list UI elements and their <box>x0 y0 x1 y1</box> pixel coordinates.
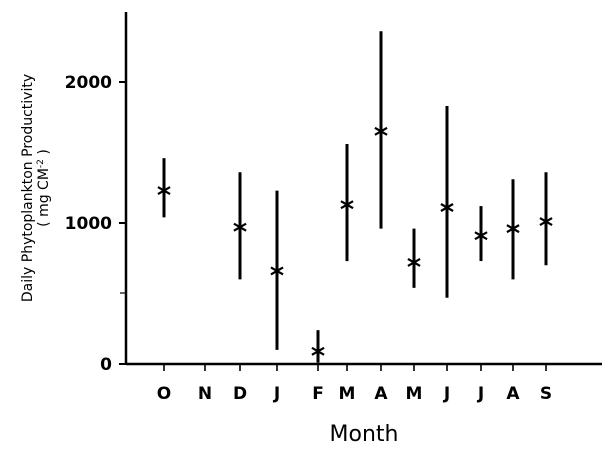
y-tick-label: 1000 <box>65 214 112 234</box>
y-tick-label: 2000 <box>65 73 112 93</box>
marker-stroke <box>407 258 421 267</box>
data-point-marker <box>440 200 454 215</box>
x-tick-label: F <box>312 384 324 404</box>
axes-group <box>120 12 602 366</box>
data-point-marker <box>270 263 284 278</box>
y-axis-unit-superscript: -2 <box>36 159 46 168</box>
x-axis-title: Month <box>330 422 399 447</box>
data-point-marker <box>311 344 325 359</box>
data-point-marker <box>157 183 171 198</box>
x-tick-label: O <box>157 384 171 404</box>
data-point-marker <box>374 124 388 139</box>
marker-stroke <box>340 200 354 210</box>
data-point-marker <box>474 228 488 243</box>
x-tick-label: A <box>506 384 520 404</box>
marker-stroke <box>539 217 553 227</box>
x-tick-label: S <box>540 384 552 404</box>
x-tick-label: D <box>233 384 247 404</box>
marker-stroke <box>506 224 520 234</box>
data-point-marker <box>506 221 520 236</box>
x-tick-label: J <box>273 384 280 404</box>
data-marks-group <box>157 31 553 363</box>
data-point-marker <box>539 214 553 229</box>
marker-stroke <box>311 346 325 356</box>
y-axis-title-group: Daily Phytoplankton Productivity ( mg CM… <box>20 74 52 302</box>
y-axis-title-line2: ( mg CM-2 ) <box>36 149 52 227</box>
x-tick-label: J <box>477 384 484 404</box>
y-axis-title-line1: Daily Phytoplankton Productivity <box>20 74 36 302</box>
x-tick-label: A <box>374 384 388 404</box>
x-tick-label: N <box>198 384 212 404</box>
marker-stroke <box>474 231 488 241</box>
data-point-marker <box>407 255 421 270</box>
marker-stroke <box>233 222 247 232</box>
y-axis-unit-suffix: ) <box>36 149 52 159</box>
data-point-marker <box>340 197 354 212</box>
x-tick-label: J <box>443 384 450 404</box>
marker-stroke <box>157 186 171 196</box>
data-point-marker <box>233 220 247 235</box>
y-axis-unit-prefix: ( mg CM <box>36 168 52 227</box>
y-tick-label: 0 <box>100 355 112 375</box>
marker-stroke <box>270 266 284 276</box>
marker-stroke <box>374 126 388 136</box>
y-tick-group: 0 1000 2000 <box>65 73 126 375</box>
x-tick-label: M <box>339 384 356 404</box>
x-tick-label: M <box>406 384 423 404</box>
marker-stroke <box>440 203 454 212</box>
